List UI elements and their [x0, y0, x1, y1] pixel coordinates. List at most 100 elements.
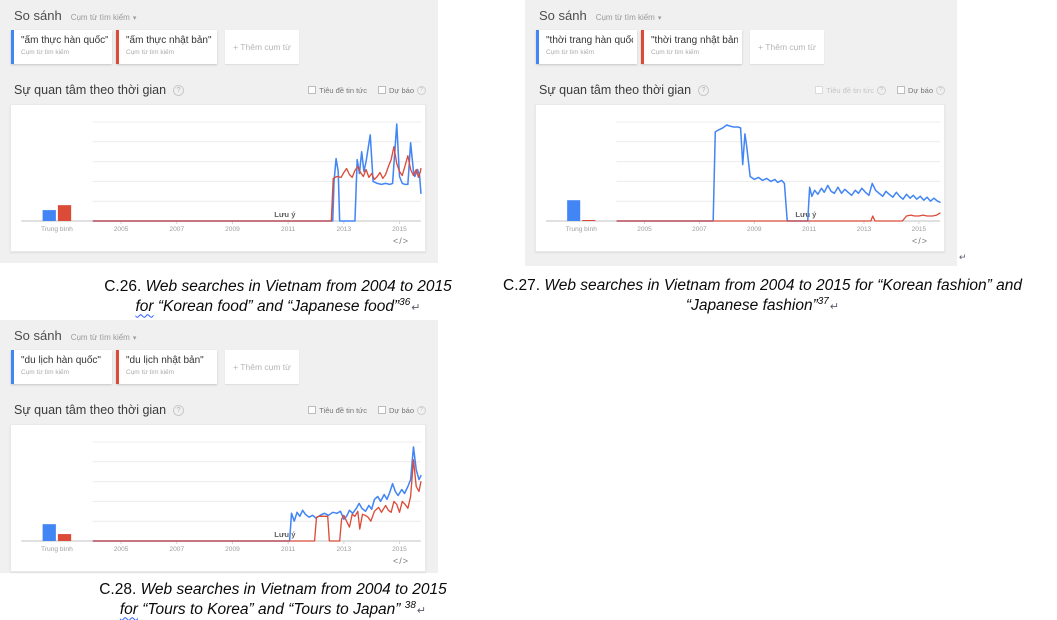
checkbox-group: Tiêu đề tin tức? Dự báo?	[815, 85, 945, 95]
panel-header: So sánh Cụm từ tìm kiếm ▾	[14, 328, 136, 343]
google-trends-panel-korean-food-vs-japanese-food: So sánh Cụm từ tìm kiếm ▾ "ẩm thực hàn q…	[0, 0, 438, 263]
term-sublabel: Cụm từ tìm kiếm	[126, 369, 175, 376]
svg-text:2011: 2011	[281, 546, 296, 553]
svg-text:Trung bình: Trung bình	[41, 226, 73, 233]
forecast-checkbox[interactable]: Dự báo?	[377, 85, 426, 95]
caption-line-2: for “Korean food” and “Japanese food”36↵	[135, 296, 421, 315]
line-break-mark: ↵	[829, 300, 840, 313]
checkbox-icon[interactable]	[377, 86, 386, 94]
help-icon[interactable]: ?	[417, 405, 426, 415]
svg-text:2007: 2007	[692, 226, 707, 233]
checkbox-label: Dự báo	[388, 405, 414, 415]
svg-text:2007: 2007	[169, 546, 184, 553]
caption-line-1: C.28. Web searches in Vietnam from 2004 …	[99, 581, 447, 598]
checkbox-icon[interactable]	[377, 406, 386, 414]
forecast-checkbox[interactable]: Dự báo?	[377, 405, 426, 415]
chart-card: Trung bình 2005 2007 2009 2011 2013 2015 Lưu ý …	[10, 424, 426, 572]
term-cards-row: "thời trang hàn quốc" Cụm từ tìm kiếm "thờ…	[536, 30, 824, 64]
dropdown-label: Cụm từ tìm kiếm	[70, 333, 130, 342]
line-break-mark: ↵	[411, 301, 421, 314]
term-sublabel: Cụm từ tìm kiếm	[126, 49, 175, 56]
panel-header: So sánh Cụm từ tìm kiếm ▾	[14, 8, 136, 23]
term-card[interactable]: "ẩm thực hàn quốc" Cụm từ tìm kiếm	[11, 30, 112, 64]
caption-number: C.27.	[503, 277, 541, 294]
caption-line-2: “Japanese fashion”37↵	[686, 296, 840, 314]
checkbox-label: Tiêu đề tin tức	[826, 85, 874, 95]
embed-code-icon[interactable]: </>	[392, 236, 409, 246]
checkbox-icon[interactable]	[308, 86, 317, 94]
term-card[interactable]: "ẩm thực nhật bản" Cụm từ tìm kiếm	[116, 30, 217, 64]
news-headlines-checkbox[interactable]: Tiêu đề tin tức	[308, 86, 367, 95]
term-label: "du lịch hàn quốc"	[21, 355, 101, 366]
term-card[interactable]: "du lịch nhật bản" Cụm từ tìm kiếm	[116, 350, 217, 384]
chevron-down-icon: ▾	[132, 15, 137, 22]
checkbox-label: Dự báo	[388, 85, 414, 95]
search-terms-dropdown[interactable]: Cụm từ tìm kiếm ▾	[71, 333, 137, 342]
section-title: Sự quan tâm theo thời gian	[14, 403, 167, 417]
help-icon[interactable]: ?	[173, 84, 185, 96]
help-icon[interactable]: ?	[698, 84, 710, 96]
svg-text:2013: 2013	[336, 226, 351, 233]
svg-text:Lưu ý: Lưu ý	[795, 210, 817, 219]
footnote-ref: 36	[399, 296, 411, 308]
section-row: Sự quan tâm theo thời gian ? Tiêu đề tin…	[539, 83, 945, 97]
interest-over-time-chart: Trung bình 2005 2007 2009 2011 2013 2015 Lưu ý	[546, 121, 941, 233]
search-terms-dropdown[interactable]: Cụm từ tìm kiếm ▾	[71, 13, 137, 22]
chevron-down-icon: ▾	[657, 15, 662, 22]
term-card[interactable]: "thời trang nhật bản" Cụm từ tìm kiếm	[641, 30, 742, 64]
caption-line-1: C.26. Web searches in Vietnam from 2004 …	[104, 278, 452, 295]
checkbox-icon[interactable]	[896, 86, 905, 94]
term-sublabel: Cụm từ tìm kiếm	[21, 49, 70, 56]
checkbox-group: Tiêu đề tin tức Dự báo?	[308, 405, 426, 415]
forecast-checkbox[interactable]: Dự báo?	[896, 85, 945, 95]
checkbox-icon[interactable]	[815, 86, 824, 94]
section-title: Sự quan tâm theo thời gian	[539, 83, 692, 97]
svg-text:2005: 2005	[637, 226, 652, 233]
term-sublabel: Cụm từ tìm kiếm	[651, 49, 700, 56]
news-headlines-checkbox[interactable]: Tiêu đề tin tức	[308, 406, 367, 415]
section-title: Sự quan tâm theo thời gian	[14, 83, 167, 97]
interest-over-time-chart: Trung bình 2005 2007 2009 2011 2013 2015 Lưu ý	[21, 441, 422, 553]
checkbox-group: Tiêu đề tin tức Dự báo?	[308, 85, 426, 95]
chart-card: Trung bình 2005 2007 2009 2011 2013 2015 Lưu ý …	[535, 104, 945, 252]
help-icon[interactable]: ?	[936, 85, 945, 95]
svg-text:2009: 2009	[747, 226, 762, 233]
line-break-mark: ↵	[416, 604, 427, 617]
search-terms-dropdown[interactable]: Cụm từ tìm kiếm ▾	[596, 13, 662, 22]
figure-caption: C.28. Web searches in Vietnam from 2004 …	[52, 580, 494, 620]
help-icon[interactable]: ?	[417, 85, 426, 95]
add-term-button[interactable]: + Thêm cụm từ	[225, 30, 299, 64]
help-icon[interactable]: ?	[876, 85, 886, 95]
interest-over-time-chart: Trung bình 2005 2007 2009 2011 2013 2015 Lưu ý	[21, 121, 422, 233]
add-term-button[interactable]: + Thêm cụm từ	[750, 30, 824, 64]
compare-title: So sánh	[539, 8, 587, 23]
help-icon[interactable]: ?	[173, 404, 185, 416]
google-trends-panel-tours-to-korea-vs-tours-to-japan: So sánh Cụm từ tìm kiếm ▾ "du lịch hàn q…	[0, 320, 438, 573]
compare-title: So sánh	[14, 8, 62, 23]
footnote-ref: 38	[404, 599, 416, 611]
checkbox-label: Tiêu đề tin tức	[319, 85, 367, 95]
caption-line-1: C.27. Web searches in Vietnam from 2004 …	[503, 277, 1022, 294]
paragraph-mark: ↵	[959, 252, 967, 262]
embed-code-icon[interactable]: </>	[392, 556, 409, 566]
compare-title: So sánh	[14, 328, 62, 343]
figure-caption: C.26. Web searches in Vietnam from 2004 …	[58, 277, 498, 318]
svg-text:2009: 2009	[225, 546, 240, 553]
svg-text:Trung bình: Trung bình	[41, 546, 73, 553]
svg-text:2005: 2005	[114, 546, 129, 553]
term-card[interactable]: "thời trang hàn quốc" Cụm từ tìm kiếm	[536, 30, 637, 64]
term-card[interactable]: "du lịch hàn quốc" Cụm từ tìm kiếm	[11, 350, 112, 384]
svg-text:2013: 2013	[336, 546, 351, 553]
section-row: Sự quan tâm theo thời gian ? Tiêu đề tin…	[14, 83, 426, 97]
dropdown-label: Cụm từ tìm kiếm	[595, 13, 655, 22]
spellcheck-word: for	[119, 600, 138, 618]
caption-text: Web searches in Vietnam from 2004 to 201…	[540, 277, 1022, 294]
term-sublabel: Cụm từ tìm kiếm	[21, 369, 70, 376]
news-headlines-checkbox[interactable]: Tiêu đề tin tức?	[815, 85, 886, 95]
add-term-button[interactable]: + Thêm cụm từ	[225, 350, 299, 384]
embed-code-icon[interactable]: </>	[911, 236, 928, 246]
google-trends-panel-korean-fashion-vs-japanese-fashion: So sánh Cụm từ tìm kiếm ▾ "thời trang hà…	[525, 0, 957, 266]
chart-card: Trung bình 2005 2007 2009 2011 2013 2015 Lưu ý …	[10, 104, 426, 252]
checkbox-icon[interactable]	[308, 406, 317, 414]
